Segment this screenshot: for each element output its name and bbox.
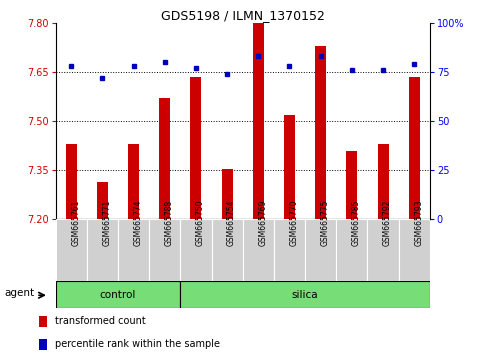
Text: transformed count: transformed count [55, 316, 145, 326]
Text: GSM665775: GSM665775 [321, 199, 330, 246]
Bar [159, 98, 170, 219]
Text: silica: silica [292, 290, 318, 300]
Bar [305, 219, 336, 281]
Bar [242, 219, 274, 281]
Bar [180, 219, 212, 281]
Bar [149, 219, 180, 281]
Title: GDS5198 / ILMN_1370152: GDS5198 / ILMN_1370152 [161, 9, 325, 22]
Bar [118, 219, 149, 281]
Text: GSM665750: GSM665750 [196, 199, 205, 246]
Text: GSM665754: GSM665754 [227, 199, 236, 246]
Text: agent: agent [4, 289, 35, 298]
Bar [346, 151, 357, 219]
Bar [190, 77, 201, 219]
Bar [368, 219, 398, 281]
Text: GSM665761: GSM665761 [71, 199, 80, 246]
Text: GSM665793: GSM665793 [414, 199, 423, 246]
Bar [56, 219, 87, 281]
Text: GSM665771: GSM665771 [102, 199, 112, 246]
Bar [180, 281, 430, 308]
Bar [253, 23, 264, 219]
Text: percentile rank within the sample: percentile rank within the sample [55, 339, 220, 349]
Text: GSM665774: GSM665774 [133, 199, 142, 246]
Text: GSM665792: GSM665792 [383, 199, 392, 246]
Bar [128, 144, 139, 219]
Bar [222, 169, 233, 219]
Text: control: control [100, 290, 136, 300]
Text: GSM665788: GSM665788 [165, 199, 174, 246]
Text: GSM665770: GSM665770 [289, 199, 298, 246]
Bar [398, 219, 430, 281]
Bar [409, 77, 420, 219]
Bar [39, 339, 47, 350]
Text: GSM665769: GSM665769 [258, 199, 267, 246]
Bar [97, 182, 108, 219]
Bar [336, 219, 368, 281]
Bar [87, 219, 118, 281]
Bar [212, 219, 242, 281]
Bar [378, 144, 388, 219]
Bar [315, 46, 326, 219]
Bar [56, 281, 180, 308]
Bar [284, 115, 295, 219]
Text: GSM665785: GSM665785 [352, 199, 361, 246]
Bar [274, 219, 305, 281]
Bar [66, 144, 77, 219]
Bar [39, 316, 47, 327]
